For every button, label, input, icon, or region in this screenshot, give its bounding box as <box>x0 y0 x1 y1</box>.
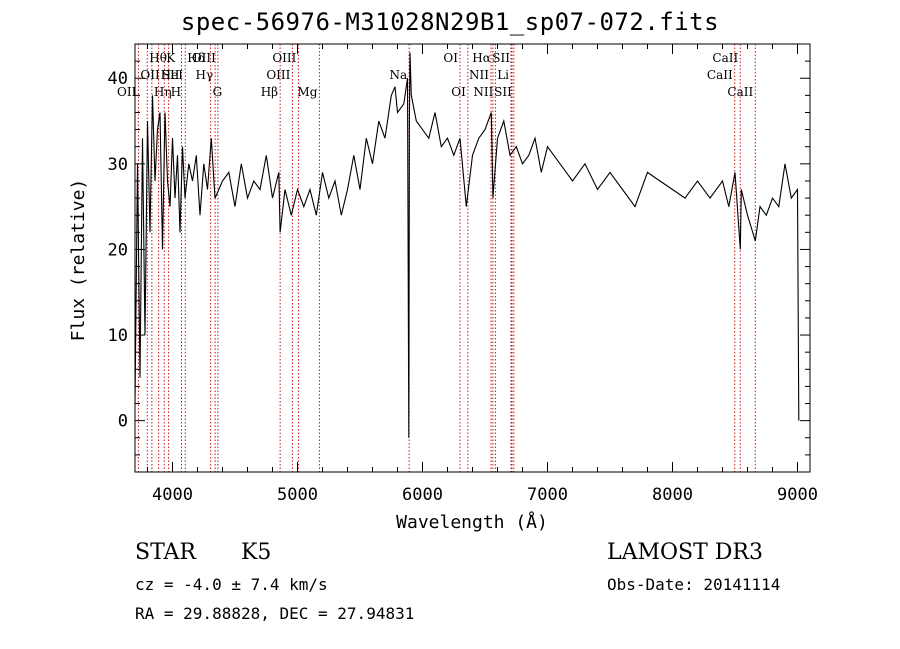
plot-frame <box>134 43 811 473</box>
y-tick-label: 20 <box>108 240 128 260</box>
line-label: CaII <box>712 51 738 65</box>
line-label: OIII <box>266 68 290 82</box>
line-label: NII <box>469 68 489 82</box>
line-label: CaII <box>727 85 753 99</box>
object-class: STAR <box>135 540 196 565</box>
x-tick-label: 5000 <box>277 485 318 505</box>
line-label: Mg <box>297 85 317 99</box>
observation-date: Obs-Date: 20141114 <box>607 575 781 594</box>
line-marker-layer <box>137 44 756 472</box>
line-label: HeI <box>161 68 184 82</box>
coordinates-readout: RA = 29.88828, DEC = 27.94831 <box>135 604 415 623</box>
line-label: SII <box>494 85 512 99</box>
line-label: K <box>166 51 176 65</box>
line-label: OIII <box>192 51 216 65</box>
line-label: CaII <box>707 68 733 82</box>
line-label: OI <box>451 85 466 99</box>
line-label: Na <box>389 68 407 82</box>
line-label: OI <box>443 51 458 65</box>
x-axis-label: Wavelength (Å) <box>396 511 548 533</box>
x-tick-label: 4000 <box>152 485 193 505</box>
line-label: OII <box>117 85 137 99</box>
line-label: NII <box>473 85 493 99</box>
line-label: SII <box>492 51 510 65</box>
line-label: Li <box>497 68 509 82</box>
survey-name: LAMOST DR3 <box>607 540 763 565</box>
x-tick-label: 7000 <box>527 485 568 505</box>
y-tick-label: 40 <box>108 69 128 89</box>
object-subclass: K5 <box>241 540 272 565</box>
tick-layer: 4000 5000 6000 7000 8000 9000 0 10 20 30 40 <box>108 43 818 505</box>
x-tick-label: 9000 <box>777 485 818 505</box>
line-label: H <box>171 85 181 99</box>
redshift-readout: cz = -4.0 ± 7.4 km/s <box>135 575 328 594</box>
line-label: Hθ <box>149 51 167 65</box>
x-tick-label: 8000 <box>652 485 693 505</box>
y-tick-label: 0 <box>118 412 128 432</box>
line-label: G <box>213 85 223 99</box>
line-label: Hα <box>472 51 491 65</box>
line-label: OII <box>140 68 160 82</box>
line-label: Hβ <box>261 85 278 99</box>
line-label: Hη <box>154 85 172 99</box>
flux-series-line <box>135 52 800 438</box>
line-label: Hδ <box>187 51 205 65</box>
y-tick-label: 10 <box>108 326 128 346</box>
y-tick-label: 30 <box>108 155 128 175</box>
line-label: SII <box>162 68 180 82</box>
chart-title: spec-56976-M31028N29B1_sp07-072.fits <box>180 8 720 36</box>
line-label: Hγ <box>195 68 213 82</box>
x-tick-label: 6000 <box>402 485 443 505</box>
series-layer <box>135 52 800 438</box>
line-label: OIII <box>272 51 296 65</box>
y-axis-label: Flux (relative) <box>68 179 89 342</box>
